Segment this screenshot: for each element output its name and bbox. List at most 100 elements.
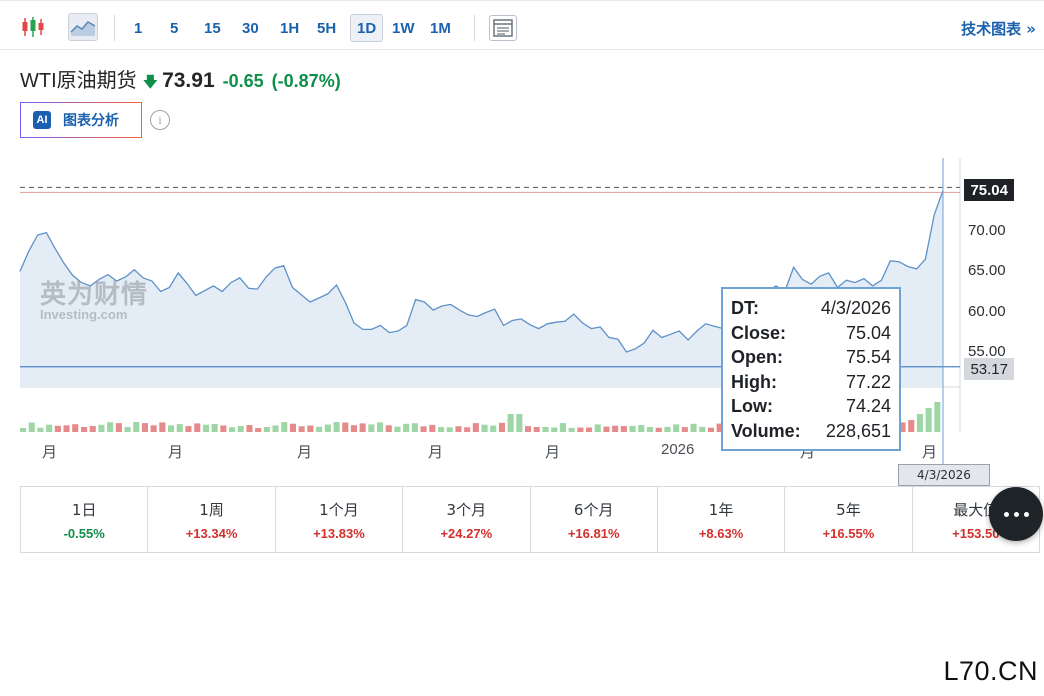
perf-cell[interactable]: 5年 +16.55%	[785, 487, 913, 552]
perf-cell[interactable]: 1周 +13.34%	[148, 487, 276, 552]
volume-bar	[481, 424, 488, 432]
volume-bar	[403, 423, 410, 432]
volume-bar	[229, 427, 236, 432]
volume-bar	[81, 427, 88, 432]
tooltip-key: Low:	[731, 396, 773, 416]
timeframe-1h[interactable]: 1H	[280, 19, 300, 37]
perf-cell[interactable]: 最大值 +153.50	[913, 487, 1039, 552]
perf-value: +24.27%	[440, 525, 493, 541]
tooltip-row: Open: 75.54	[731, 345, 891, 370]
watermark-en: Investing.com	[40, 307, 128, 322]
volume-bar	[464, 427, 471, 432]
y-tick: 70.00	[968, 222, 1006, 239]
perf-cell[interactable]: 1个月 +13.83%	[276, 487, 404, 552]
volume-bar	[20, 428, 27, 432]
volume-bar	[525, 426, 532, 432]
dot-icon	[1013, 511, 1019, 517]
perf-cell[interactable]: 1年 +8.63%	[658, 487, 786, 552]
volume-bar	[246, 425, 253, 432]
toolbar-divider	[474, 15, 475, 41]
volume-bar	[446, 427, 453, 432]
tooltip-key: Volume:	[731, 420, 801, 441]
volume-bar	[516, 414, 523, 432]
tooltip-value: 75.54	[845, 347, 891, 367]
tooltip-value: 4/3/2026	[820, 298, 891, 318]
timeframe-1m[interactable]: 1M	[430, 19, 451, 37]
timeframe-5h[interactable]: 5H	[317, 19, 337, 37]
volume-bar	[916, 414, 923, 432]
volume-bar	[176, 424, 183, 432]
volume-bar	[107, 422, 114, 432]
volume-bar	[316, 426, 323, 432]
volume-bar	[542, 427, 549, 432]
dot-icon	[1023, 511, 1029, 517]
tooltip-value: 228,651	[825, 420, 891, 441]
layout-icon[interactable]	[489, 15, 517, 41]
area-chart-icon[interactable]	[68, 13, 98, 41]
volume-bar	[272, 425, 279, 432]
volume-bar	[350, 425, 357, 432]
volume-bar	[438, 427, 445, 432]
timeframe-5[interactable]: 5	[170, 19, 179, 37]
perf-label: 1个月	[319, 500, 359, 519]
timeframe-1d[interactable]: 1D	[350, 14, 384, 42]
timeframe-30[interactable]: 30	[242, 19, 259, 37]
tooltip-key: Close:	[731, 322, 787, 343]
x-tick: 月	[168, 444, 184, 461]
volume-bar	[908, 420, 915, 432]
volume-bar	[141, 423, 148, 432]
volume-bar	[255, 428, 262, 432]
ai-chart-analysis-button[interactable]: AI 图表分析	[20, 102, 142, 138]
volume-bar	[925, 408, 932, 432]
perf-cell[interactable]: 3个月 +24.27%	[403, 487, 531, 552]
x-tick: 月	[922, 444, 938, 461]
timeframe-1[interactable]: 1	[134, 19, 143, 37]
volume-bar	[63, 425, 70, 432]
tooltip-key: High:	[731, 371, 777, 392]
crosshair-date-label: 4/3/2026	[898, 464, 990, 486]
perf-label: 1日	[71, 500, 97, 519]
volume-bar	[603, 426, 610, 432]
price-chart[interactable]: 英为财情 Investing.com 70.00 65.00 60.00 55.…	[0, 150, 1044, 486]
volume-bar	[559, 423, 566, 432]
volume-bar	[490, 425, 497, 432]
volume-bar	[211, 424, 218, 432]
more-options-button[interactable]	[989, 487, 1043, 541]
volume-bar	[194, 423, 201, 432]
x-tick: 月	[42, 444, 58, 461]
timeframe-15[interactable]: 15	[204, 19, 221, 37]
volume-bar	[263, 427, 270, 432]
technical-chart-link[interactable]: 技术图表 »	[961, 20, 1036, 38]
volume-bar	[385, 425, 392, 432]
volume-bar	[612, 425, 619, 432]
volume-bar	[28, 422, 35, 432]
volume-bar	[455, 426, 462, 432]
perf-cell[interactable]: 1日 -0.55%	[21, 487, 149, 552]
volume-bar	[220, 425, 227, 432]
tooltip-row: High: 77.22	[731, 370, 891, 395]
x-tick: 月	[545, 444, 561, 461]
ohlc-tooltip: DT: 4/3/2026 Close: 75.04 Open: 75.54 High:…	[721, 287, 901, 451]
timeframe-1w[interactable]: 1W	[392, 19, 415, 37]
perf-value: +13.34%	[185, 525, 238, 541]
candlestick-chart-icon[interactable]	[18, 13, 48, 41]
volume-bar	[359, 423, 366, 432]
info-icon[interactable]: i	[150, 110, 170, 130]
x-tick: 月	[297, 444, 313, 461]
y-tick: 65.00	[968, 262, 1006, 279]
volume-bar	[646, 427, 653, 432]
volume-bar	[568, 427, 575, 432]
perf-value: -0.55%	[63, 525, 105, 541]
perf-cell[interactable]: 6个月 +16.81%	[531, 487, 658, 552]
down-arrow-icon: 🡇	[142, 74, 159, 91]
instrument-price: 73.91	[162, 69, 215, 92]
tooltip-row: Low: 74.24	[731, 394, 891, 419]
crosshair-price-label: 53.17	[964, 358, 1014, 380]
price-change-percent: (-0.87%)	[271, 71, 341, 91]
perf-label: 1周	[199, 500, 224, 519]
volume-bar	[577, 427, 584, 432]
volume-bar	[342, 422, 349, 432]
volume-bar	[115, 423, 122, 432]
site-watermark: L70.CN	[943, 656, 1038, 686]
ai-badge-icon: AI	[33, 111, 51, 129]
